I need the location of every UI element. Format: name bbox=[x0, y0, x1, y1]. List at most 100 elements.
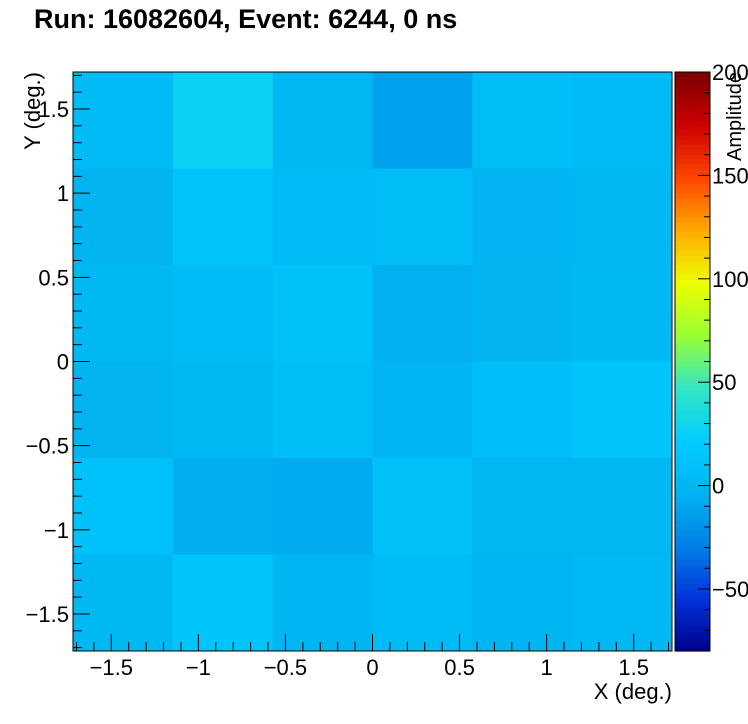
colorbar-band bbox=[675, 467, 710, 474]
x-tick-label: −1 bbox=[186, 655, 211, 680]
colorbar-band bbox=[675, 617, 710, 623]
colorbar-band bbox=[675, 395, 710, 401]
colorbar-band bbox=[675, 178, 710, 184]
colorbar-band bbox=[675, 192, 710, 199]
heatmap-cell bbox=[572, 265, 673, 362]
colorbar-band bbox=[675, 371, 710, 377]
colorbar-band bbox=[675, 525, 710, 531]
colorbar-band bbox=[675, 308, 710, 314]
colorbar-band bbox=[675, 380, 710, 387]
colorbar-band bbox=[675, 448, 710, 454]
colorbar-band bbox=[675, 313, 710, 319]
colorbar-band bbox=[675, 578, 710, 585]
heatmap-cell bbox=[372, 72, 473, 169]
colorbar-band bbox=[675, 134, 710, 141]
colorbar-band bbox=[675, 197, 710, 203]
colorbar-band bbox=[675, 298, 710, 305]
heatmap-cell bbox=[572, 554, 673, 652]
colorbar-band bbox=[675, 496, 710, 503]
y-tick-label: 1 bbox=[57, 181, 69, 206]
colorbar-band bbox=[675, 404, 710, 411]
colorbar-band bbox=[675, 419, 710, 425]
colorbar-band bbox=[675, 390, 710, 396]
heatmap-cell bbox=[272, 265, 373, 362]
heatmap-cell bbox=[272, 361, 373, 459]
colorbar-band bbox=[675, 207, 710, 213]
y-axis-title: Y (deg.) bbox=[20, 72, 45, 150]
colorbar-band bbox=[675, 462, 710, 469]
colorbar-band bbox=[675, 322, 710, 329]
colorbar-band bbox=[675, 105, 710, 112]
colorbar-band bbox=[675, 144, 710, 150]
colorbar-band bbox=[675, 240, 710, 247]
colorbar-band bbox=[675, 356, 710, 363]
colorbar-band bbox=[675, 293, 710, 300]
heatmap-cell bbox=[73, 168, 174, 266]
colorbar-band bbox=[675, 564, 710, 570]
heatmap-cell bbox=[472, 72, 573, 169]
colorbar-band bbox=[675, 646, 710, 652]
colorbar-band bbox=[675, 568, 710, 575]
colorbar-band bbox=[675, 559, 710, 565]
heatmap-cell bbox=[172, 265, 274, 362]
y-tick-label: 0.5 bbox=[38, 265, 69, 290]
colorbar-band bbox=[675, 472, 710, 478]
colorbar-band bbox=[675, 491, 710, 498]
colorbar-band bbox=[675, 96, 710, 102]
colorbar-tick-label: −50 bbox=[712, 577, 748, 602]
colorbar-band bbox=[675, 482, 710, 488]
colorbar-band bbox=[675, 501, 710, 507]
colorbar-band bbox=[675, 182, 710, 189]
colorbar-band bbox=[675, 318, 710, 324]
y-tick-label: −0.5 bbox=[26, 434, 69, 459]
heatmap-cell bbox=[172, 457, 274, 556]
colorbar-band bbox=[675, 327, 710, 334]
colorbar-band bbox=[675, 91, 710, 97]
heatmap-cell bbox=[372, 168, 473, 266]
colorbar-band bbox=[675, 202, 710, 208]
heatmap-cell bbox=[73, 457, 174, 556]
colorbar-band bbox=[675, 622, 710, 628]
colorbar-band bbox=[675, 631, 710, 638]
colorbar-band bbox=[675, 438, 710, 445]
colorbar-band bbox=[675, 76, 710, 83]
colorbar-band bbox=[675, 351, 710, 358]
heatmap-cell bbox=[272, 554, 373, 652]
colorbar-band bbox=[675, 366, 710, 372]
colorbar-tick-label: 200 bbox=[712, 60, 748, 85]
y-tick-label: 0 bbox=[57, 350, 69, 375]
colorbar-tick-label: 0 bbox=[712, 474, 724, 499]
colorbar-band bbox=[675, 573, 710, 580]
colorbar-band bbox=[675, 250, 710, 256]
colorbar-band bbox=[675, 443, 710, 449]
colorbar-band bbox=[675, 303, 710, 310]
colorbar-band bbox=[675, 414, 710, 420]
colorbar-band bbox=[675, 506, 710, 512]
colorbar-band bbox=[675, 375, 710, 382]
colorbar-band bbox=[675, 554, 710, 560]
heatmap-cell bbox=[272, 72, 373, 169]
colorbar-band bbox=[675, 400, 710, 406]
colorbar-band bbox=[675, 163, 710, 170]
colorbar-band bbox=[675, 588, 710, 594]
colorbar-band bbox=[675, 549, 710, 556]
colorbar-tick-label: 150 bbox=[712, 163, 748, 188]
heatmap-cell bbox=[172, 554, 274, 652]
colorbar-band bbox=[675, 385, 710, 392]
heatmap-cell bbox=[172, 361, 274, 459]
heatmap-cell bbox=[73, 554, 174, 652]
colorbar-band bbox=[675, 544, 710, 551]
colorbar-band bbox=[675, 125, 710, 131]
x-tick-label: 0.5 bbox=[444, 655, 475, 680]
colorbar-band bbox=[675, 279, 710, 285]
chart-title: Run: 16082604, Event: 6244, 0 ns bbox=[34, 4, 458, 34]
colorbar-band bbox=[675, 115, 710, 121]
colorbar-band bbox=[675, 139, 710, 145]
colorbar-band bbox=[675, 593, 710, 599]
y-tick-label: −1 bbox=[44, 518, 69, 543]
x-tick-label: 1.5 bbox=[618, 655, 649, 680]
heatmap-cell bbox=[272, 168, 373, 266]
heatmap-cell bbox=[472, 168, 573, 266]
colorbar-band bbox=[675, 429, 710, 435]
